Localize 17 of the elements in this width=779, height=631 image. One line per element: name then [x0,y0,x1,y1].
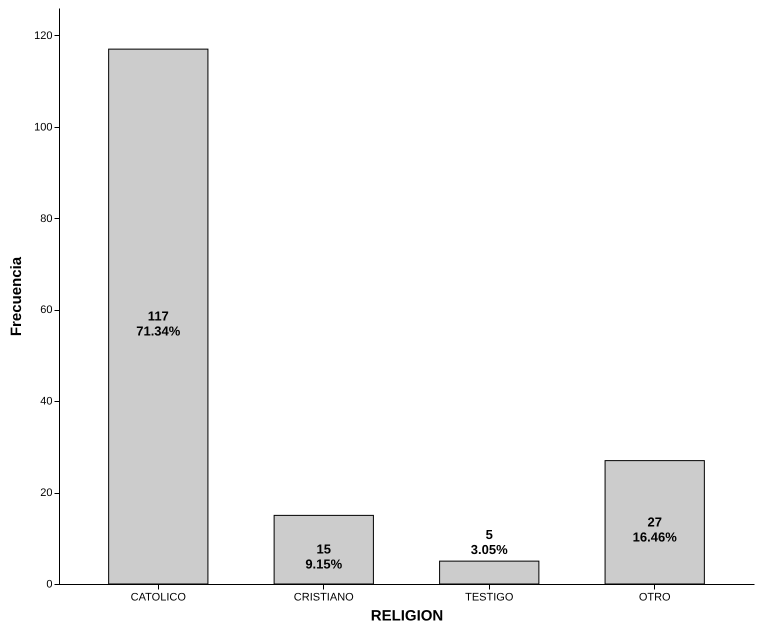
x-tick-label: CRISTIANO [294,592,354,604]
data-label: 15 9.15% [305,542,343,572]
y-tick-label: 100 [34,121,52,134]
x-tick-label: OTRO [638,592,672,604]
x-tick-label: TESTIGO [465,592,514,604]
data-label: 5 3.05% [470,527,508,558]
y-tick-label: 60 [40,304,52,316]
y-tick-label: 80 [40,212,52,225]
x-axis-title: RELIGION [370,608,444,624]
y-tick-label: 40 [40,396,52,408]
data-label: 27 16.46% [632,514,678,544]
y-tick-label: 20 [40,487,52,500]
y-tick-label: 120 [34,30,52,42]
y-tick-label: 0 [46,578,52,590]
x-tick-label: CATOLICO [130,592,186,604]
data-label: 117 71.34% [136,308,181,339]
y-axis-title: Frecuencia [8,256,26,336]
